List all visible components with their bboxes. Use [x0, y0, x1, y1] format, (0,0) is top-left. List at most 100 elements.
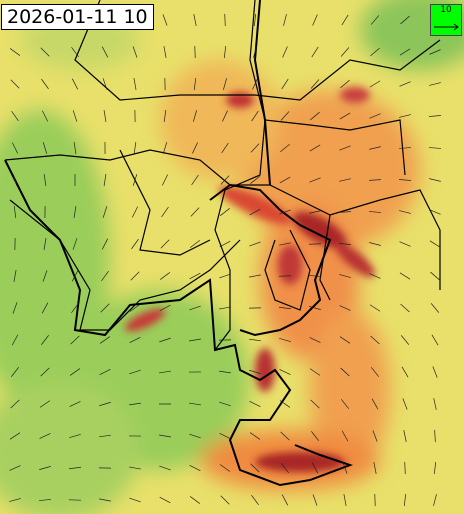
- wind-arrow: [308, 243, 322, 245]
- wind-arrow: [369, 113, 381, 119]
- wind-arrow: [433, 398, 437, 410]
- country-border: [4, 0, 353, 487]
- wind-arrow: [404, 461, 406, 475]
- wind-arrow: [69, 401, 81, 407]
- wind-arrow: [429, 49, 441, 55]
- wind-arrow: [401, 366, 409, 378]
- wind-arrow: [43, 238, 47, 250]
- wind-arrow: [279, 337, 291, 343]
- wind-arrow: [132, 174, 138, 186]
- wind-arrow: [223, 45, 227, 59]
- wind-arrow: [342, 462, 348, 474]
- wind-arrow: [369, 80, 381, 88]
- wind-arrow: [433, 494, 437, 506]
- wind-arrow: [39, 433, 51, 439]
- wind-arrow: [341, 14, 349, 26]
- wind-arrow: [282, 46, 288, 58]
- wind-arrow: [159, 370, 171, 374]
- timestamp: 2026-01-11 10: [1, 4, 154, 30]
- wind-arrow: [71, 270, 79, 282]
- wind-arrow: [162, 142, 168, 154]
- wind-arrow: [279, 176, 291, 184]
- wind-arrow: [250, 143, 260, 153]
- wind-arrow: [159, 465, 171, 471]
- wind-arrow: [40, 47, 50, 57]
- wind-arrow: [131, 238, 139, 250]
- wind-arrow: [428, 147, 442, 149]
- wind-arrow: [370, 335, 380, 345]
- wind-arrow: [159, 434, 171, 438]
- wind-arrow: [340, 367, 350, 377]
- wind-arrow: [132, 206, 138, 218]
- wind-arrow: [9, 465, 21, 471]
- wind-arrow: [219, 464, 231, 472]
- wind-arrow: [71, 302, 79, 314]
- wind-arrow: [159, 304, 171, 312]
- wind-arrow: [219, 273, 231, 279]
- wind-arrow: [10, 399, 20, 409]
- wind-arrow: [72, 238, 78, 250]
- wind-arrow: [249, 208, 261, 216]
- wind-arrow: [39, 466, 51, 470]
- wind-arrow: [130, 271, 140, 281]
- wind-arrow: [339, 336, 351, 344]
- wind-arrow: [252, 78, 258, 90]
- wind-arrow: [429, 178, 441, 182]
- wind-arrow: [281, 78, 289, 90]
- wind-arrow: [369, 146, 381, 150]
- wind-arrow: [429, 82, 441, 86]
- wind-arrow: [219, 401, 231, 407]
- wind-arrow: [69, 433, 81, 439]
- wind-arrow: [129, 304, 141, 312]
- wind-arrow: [99, 336, 111, 344]
- wind-arrow: [430, 303, 440, 313]
- wind-arrow: [254, 13, 256, 27]
- wind-arrow: [189, 402, 201, 406]
- wind-arrow: [369, 304, 381, 312]
- wind-arrow: [42, 142, 48, 154]
- wind-arrow: [223, 78, 227, 90]
- wind-arrow: [373, 462, 377, 474]
- wind-arrow: [339, 178, 351, 182]
- wind-arrow: [279, 369, 291, 375]
- wind-arrow: [219, 433, 231, 439]
- wind-arrow: [220, 208, 230, 216]
- wind-arrow: [249, 338, 261, 342]
- wind-arrow: [133, 142, 137, 154]
- wind-arrow: [343, 494, 347, 506]
- wind-arrow: [189, 305, 201, 311]
- wind-arrow: [71, 78, 79, 90]
- wind-arrow: [400, 303, 410, 313]
- wind-arrow: [224, 13, 226, 27]
- wind-arrow: [339, 274, 351, 278]
- wind-arrow: [69, 466, 81, 470]
- wind-arrow: [163, 110, 167, 122]
- wind-arrow: [434, 461, 436, 475]
- wind-arrow: [312, 14, 318, 26]
- wind-arrow: [281, 463, 289, 473]
- wind-arrow: [370, 47, 380, 57]
- wind-arrow: [101, 270, 109, 282]
- wind-arrow: [42, 270, 48, 282]
- wind-arrow: [41, 335, 49, 345]
- wind-arrow: [102, 206, 108, 218]
- wind-arrow: [429, 240, 441, 248]
- wind-arrow: [100, 303, 110, 313]
- wind-arrow: [402, 398, 408, 410]
- wind-arrow: [432, 366, 438, 378]
- wind-arrow: [222, 110, 228, 122]
- wind-arrow: [132, 46, 138, 58]
- wind-arrow: [312, 494, 318, 506]
- wind-arrow: [191, 174, 199, 186]
- wind-arrow: [250, 463, 260, 473]
- wind-arrow: [369, 273, 381, 279]
- wind-arrow: [249, 432, 261, 440]
- wind-arrow: [251, 494, 259, 506]
- wind-maxima: [124, 87, 375, 472]
- wind-arrow: [280, 431, 290, 441]
- wind-arrow: [310, 79, 320, 89]
- wind-arrow: [338, 243, 352, 245]
- wind-arrow: [189, 272, 201, 280]
- wind-arrow: [309, 144, 321, 152]
